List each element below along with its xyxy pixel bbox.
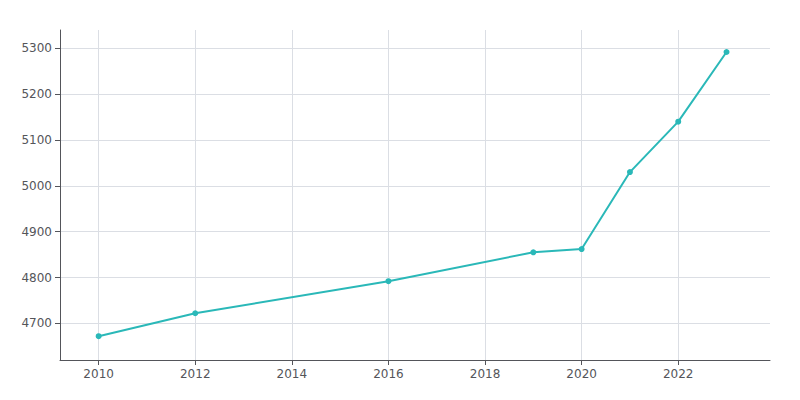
svg-text:2022: 2022 <box>663 367 694 381</box>
svg-text:2014: 2014 <box>277 367 308 381</box>
svg-text:4700: 4700 <box>21 316 52 330</box>
svg-text:5300: 5300 <box>21 41 52 55</box>
svg-text:2018: 2018 <box>470 367 501 381</box>
svg-text:5100: 5100 <box>21 133 52 147</box>
svg-text:5000: 5000 <box>21 179 52 193</box>
svg-text:5200: 5200 <box>21 87 52 101</box>
svg-text:4900: 4900 <box>21 225 52 239</box>
svg-text:2012: 2012 <box>180 367 211 381</box>
svg-text:2010: 2010 <box>83 367 114 381</box>
svg-text:2016: 2016 <box>373 367 404 381</box>
svg-text:2020: 2020 <box>566 367 597 381</box>
svg-text:4800: 4800 <box>21 271 52 285</box>
